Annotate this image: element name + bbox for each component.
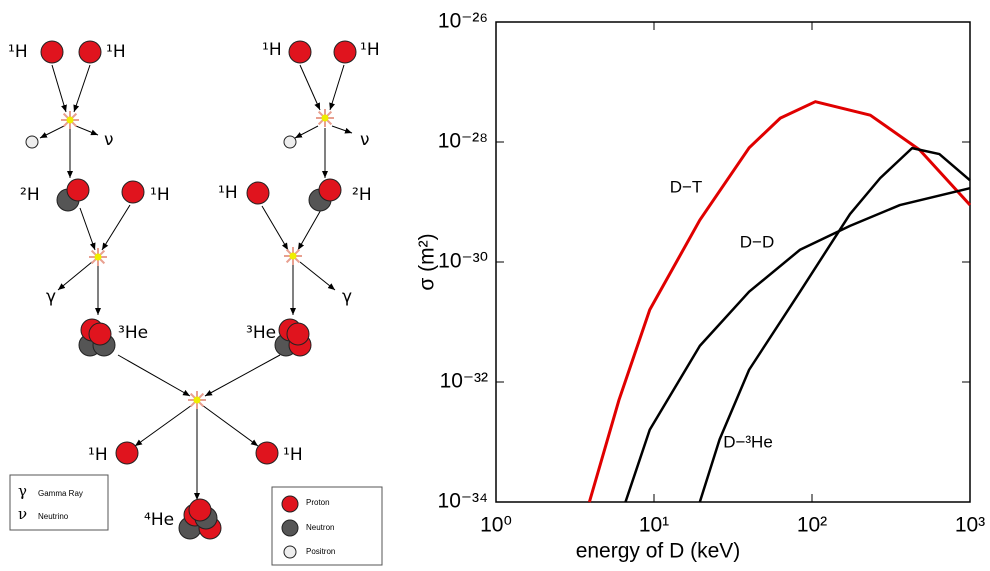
label: ²H bbox=[20, 185, 40, 205]
arrow bbox=[331, 125, 353, 134]
legend-text: Neutron bbox=[306, 523, 334, 532]
legend-text: Neutrino bbox=[38, 512, 69, 521]
label: ¹H bbox=[283, 445, 303, 465]
particle bbox=[255, 441, 279, 465]
curve-label: D−D bbox=[740, 232, 774, 251]
arrow bbox=[294, 125, 319, 139]
legend-symbol: γ bbox=[18, 482, 27, 500]
arrow bbox=[134, 404, 193, 447]
particle bbox=[318, 178, 342, 202]
arrow bbox=[75, 125, 99, 136]
arrow bbox=[39, 125, 65, 139]
label: ¹H bbox=[150, 185, 170, 205]
curve-label: D−³He bbox=[723, 432, 773, 451]
arrow bbox=[297, 207, 323, 251]
label: ¹H bbox=[88, 445, 108, 465]
flash bbox=[289, 252, 297, 260]
legend-text: Gamma Ray bbox=[38, 489, 83, 498]
x-axis-label: energy of D (keV) bbox=[576, 540, 741, 563]
particle bbox=[115, 441, 139, 465]
plot-frame bbox=[495, 21, 971, 503]
particle bbox=[188, 498, 212, 522]
label: ⁴He bbox=[144, 510, 174, 530]
label: ²H bbox=[352, 185, 372, 205]
particle bbox=[286, 322, 310, 346]
arrow bbox=[73, 64, 91, 113]
label: ¹H bbox=[8, 42, 28, 62]
label: ν bbox=[104, 130, 114, 150]
particle bbox=[283, 545, 297, 559]
legend-text: Positron bbox=[306, 547, 335, 556]
particle bbox=[88, 322, 112, 346]
legend-box bbox=[271, 486, 383, 566]
arrow bbox=[79, 207, 96, 251]
y-tick-label: 10⁻²⁸ bbox=[438, 130, 488, 153]
x-tick-label: 10² bbox=[797, 514, 827, 537]
particle bbox=[40, 40, 64, 64]
curve bbox=[624, 186, 971, 503]
particle bbox=[333, 40, 357, 64]
particle bbox=[66, 178, 90, 202]
label: ¹H bbox=[218, 183, 238, 203]
y-axis-label: σ (m²) bbox=[416, 233, 439, 290]
arrow bbox=[51, 64, 67, 113]
curve-label: D−T bbox=[670, 177, 703, 196]
arrow bbox=[299, 64, 321, 111]
y-tick-label: 10⁻²⁶ bbox=[438, 10, 488, 33]
y-tick-label: 10⁻³⁴ bbox=[438, 490, 488, 513]
particle bbox=[283, 135, 297, 149]
legend-box bbox=[9, 474, 109, 531]
flash bbox=[321, 114, 329, 122]
cross-section-chart: energy of D (keV) σ (m²) 10⁰ 10¹ 10² 10³ 10⁻… bbox=[416, 10, 986, 563]
x-tick-label: 10⁰ bbox=[480, 514, 512, 537]
label: γ bbox=[46, 287, 56, 307]
label: ¹H bbox=[360, 40, 380, 60]
arrow bbox=[299, 261, 336, 291]
x-tick-label: 10¹ bbox=[639, 514, 669, 537]
pp-chain-diagram: ¹H ¹H ν ²H ¹H γ ³He ¹H ¹H ν ¹H ²H γ ³He … bbox=[8, 40, 383, 566]
arrow bbox=[101, 204, 131, 251]
arrow bbox=[57, 261, 93, 291]
particle bbox=[121, 180, 145, 204]
arrow bbox=[261, 205, 289, 251]
label: ³He bbox=[118, 323, 148, 343]
label: ¹H bbox=[106, 42, 126, 62]
y-tick-label: 10⁻³⁰ bbox=[438, 250, 488, 273]
particle bbox=[281, 495, 299, 513]
arrow bbox=[329, 64, 345, 111]
arrow bbox=[117, 354, 191, 397]
flash bbox=[66, 116, 74, 124]
legend-text: Proton bbox=[306, 498, 330, 507]
particle bbox=[78, 40, 102, 64]
arrow bbox=[204, 354, 281, 397]
flash bbox=[193, 396, 201, 404]
particle bbox=[288, 40, 312, 64]
x-tick-label: 10³ bbox=[955, 514, 985, 537]
label: γ bbox=[342, 287, 352, 307]
label: ν bbox=[360, 130, 370, 150]
label: ³He bbox=[246, 323, 276, 343]
arrow bbox=[201, 404, 259, 447]
particle bbox=[246, 181, 270, 205]
curve bbox=[698, 146, 971, 503]
y-tick-label: 10⁻³² bbox=[440, 370, 488, 393]
label: ¹H bbox=[262, 40, 282, 60]
particle bbox=[25, 135, 39, 149]
curve bbox=[587, 100, 972, 503]
particle bbox=[281, 519, 299, 537]
legend-symbol: ν bbox=[18, 505, 27, 523]
flash bbox=[94, 253, 102, 261]
